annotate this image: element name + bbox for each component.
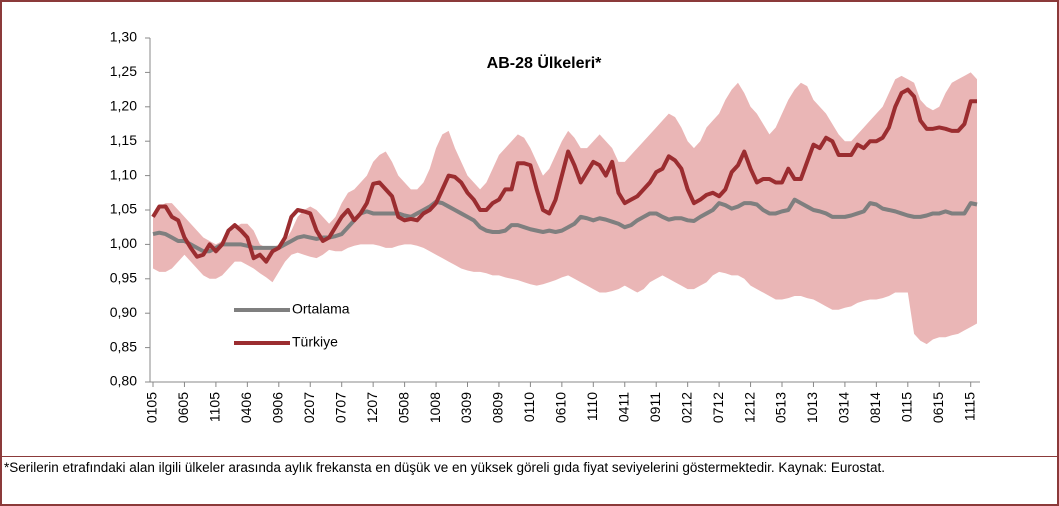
x-tick-label: 0105 xyxy=(144,392,160,423)
x-tick-label: 0615 xyxy=(930,392,946,423)
y-tick-label: 1,05 xyxy=(110,201,137,217)
y-tick-label: 1,10 xyxy=(110,166,137,182)
separator xyxy=(2,456,1057,457)
x-tick-label: 0207 xyxy=(301,392,317,423)
x-tick-label: 0406 xyxy=(238,392,254,423)
chart: AB-28 Ülkeleri* 0,80 0,85 0,90 0,95 1,00 1,05… xyxy=(110,29,980,423)
legend-label: Ortalama xyxy=(292,301,350,317)
x-tick-label: 0610 xyxy=(553,392,569,423)
chart-title: AB-28 Ülkeleri* xyxy=(487,53,602,72)
x-tick-label: 0411 xyxy=(615,392,631,422)
y-tick-label: 1,00 xyxy=(110,235,137,251)
x-tick-label: 0115 xyxy=(899,392,915,422)
y-tick-label: 0,95 xyxy=(110,270,137,286)
x-tick-label: 1008 xyxy=(427,392,443,423)
y-tick-label: 1,20 xyxy=(110,98,137,114)
x-tick-label: 1110 xyxy=(584,392,600,421)
x-tick-label: 0712 xyxy=(710,392,726,423)
x-tick-label: 0809 xyxy=(490,392,506,423)
y-tick-label: 0,80 xyxy=(110,373,137,389)
x-tick-label: 0707 xyxy=(332,392,348,423)
line-1 xyxy=(151,87,977,264)
x-tick-label: 0911 xyxy=(647,392,663,422)
x-tick-label: 0508 xyxy=(395,392,411,423)
x-tick-label: 0110 xyxy=(521,392,537,422)
legend-label: Türkiye xyxy=(292,334,338,350)
x-tick-label: 0513 xyxy=(773,392,789,423)
y-tick-label: 1,25 xyxy=(110,63,137,79)
y-tick-label: 0,90 xyxy=(110,304,137,320)
x-tick-label: 0309 xyxy=(458,392,474,423)
y-tick-label: 1,30 xyxy=(110,29,137,45)
x-tick-label: 1105 xyxy=(207,392,223,422)
x-tick-label: 0814 xyxy=(867,392,883,423)
line-0 xyxy=(152,197,978,254)
x-tick-label: 0212 xyxy=(678,392,694,423)
x-tick-label: 1115 xyxy=(961,392,977,421)
x-tick-label: 1013 xyxy=(804,392,820,423)
x-tick-label: 1212 xyxy=(741,392,757,423)
x-tick-label: 1207 xyxy=(364,392,380,423)
y-tick-label: 1,15 xyxy=(110,132,137,148)
x-tick-label: 0906 xyxy=(270,392,286,423)
footnote: *Serilerin etrafındaki alan ilgili ülkel… xyxy=(4,460,885,475)
range-area xyxy=(153,72,977,345)
y-tick-label: 0,85 xyxy=(110,338,137,354)
x-tick-label: 0314 xyxy=(836,392,852,423)
x-tick-label: 0605 xyxy=(175,392,191,423)
